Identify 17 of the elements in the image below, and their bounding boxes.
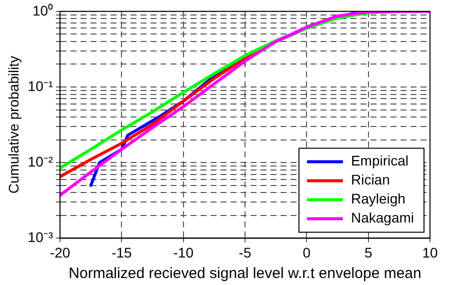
y-axis-title: Cumulative probability xyxy=(5,56,22,194)
legend-label: Nakagami xyxy=(350,210,414,226)
x-tick-label: -10 xyxy=(173,244,194,260)
legend-label: Rician xyxy=(350,172,390,188)
x-axis-title: Normalized recieved signal level w.r.t envelope mean xyxy=(68,265,422,282)
x-tick-label: -15 xyxy=(112,244,132,260)
y-tick-label: 10⁰ xyxy=(32,2,54,18)
x-tick-label: 10 xyxy=(422,244,438,260)
x-tick-label: -5 xyxy=(238,244,252,260)
x-tick-label: -20 xyxy=(50,244,70,260)
legend-label: Rayleigh xyxy=(350,190,406,207)
y-tick-label: 10⁻² xyxy=(28,153,54,170)
x-tick-label: 0 xyxy=(302,244,311,260)
x-tick-label: 5 xyxy=(364,244,372,260)
legend-label: Empirical xyxy=(350,152,409,169)
y-tick-label: 10⁻³ xyxy=(28,229,54,246)
y-tick-label: 10⁻¹ xyxy=(28,78,54,94)
